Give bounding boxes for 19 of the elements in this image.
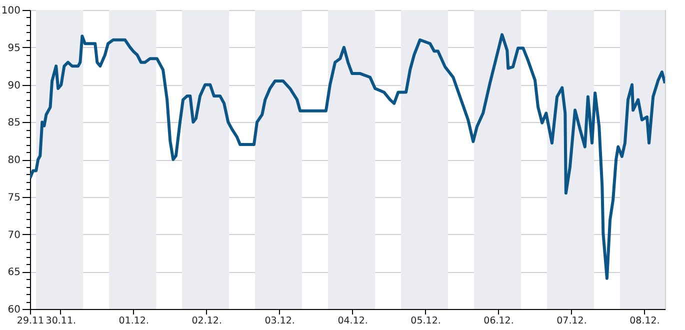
y-tick-label: 65 (8, 267, 20, 278)
y-tick-label: 90 (8, 80, 20, 92)
x-tick-label: 02.12. (192, 316, 222, 326)
x-tick-label: 06.12. (484, 316, 514, 326)
x-tick-label: 30.11. (46, 316, 76, 326)
x-tick-label: 08.12. (630, 316, 660, 326)
y-tick-label: 85 (8, 118, 20, 129)
y-tick-label: 75 (8, 192, 20, 204)
x-tick-label: 04.12. (338, 316, 368, 326)
y-tick-label: 60 (8, 304, 20, 316)
x-tick-label: 03.12. (264, 316, 295, 326)
x-tick-label: 05.12. (410, 316, 441, 326)
x-tick-label: 29.11 (16, 316, 44, 326)
y-tick-label: 100 (1, 6, 20, 16)
x-tick-label: 07.12. (556, 316, 587, 326)
y-tick-label: 70 (8, 230, 20, 241)
x-tick-label: 01.12. (118, 316, 149, 326)
y-tick-label: 95 (8, 42, 20, 54)
y-tick-label: 80 (8, 155, 20, 166)
